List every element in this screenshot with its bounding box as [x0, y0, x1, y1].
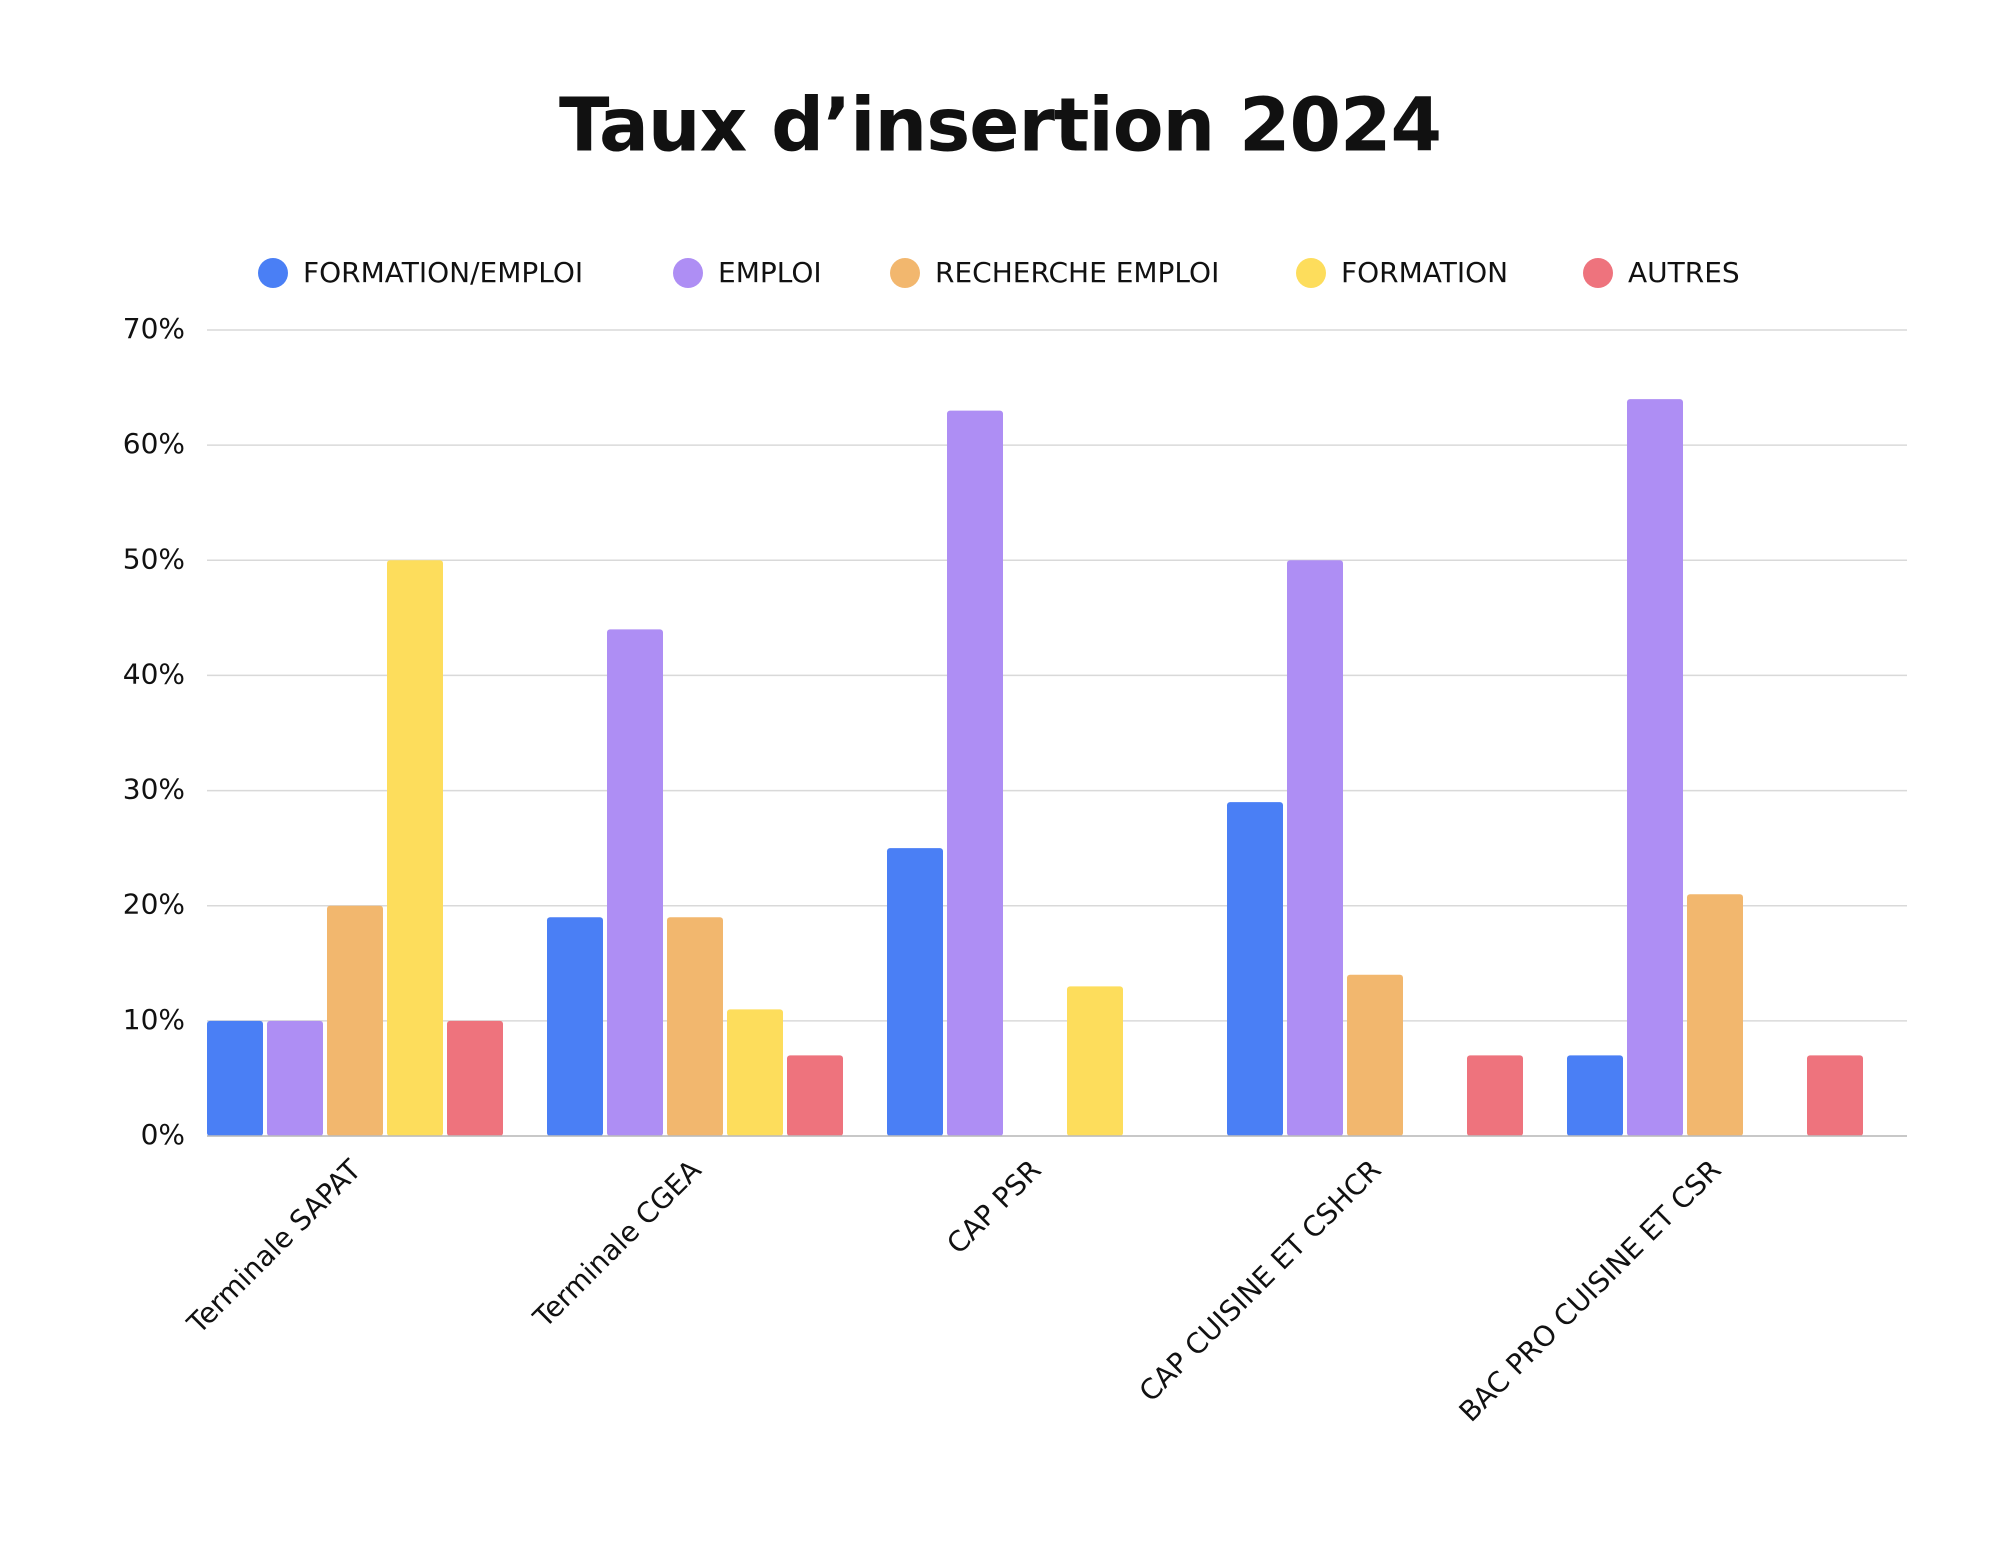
legend-marker — [1296, 258, 1326, 288]
bar — [1227, 802, 1283, 1136]
bar — [887, 848, 943, 1136]
bar — [327, 905, 383, 1136]
legend-label: FORMATION — [1341, 256, 1508, 289]
bar — [1627, 399, 1683, 1137]
bar — [1067, 986, 1123, 1136]
bar — [447, 1020, 503, 1136]
legend-marker — [890, 258, 920, 288]
y-tick-label: 50% — [123, 542, 185, 575]
y-tick-label: 40% — [123, 657, 185, 690]
x-tick-label: Terminale CGEA — [526, 1153, 707, 1334]
bar — [607, 629, 663, 1136]
legend-label: EMPLOI — [718, 256, 822, 289]
bar — [1347, 974, 1403, 1136]
bar — [267, 1020, 323, 1136]
y-tick-label: 70% — [123, 312, 185, 345]
legend-marker — [1583, 258, 1613, 288]
legend-label: AUTRES — [1628, 256, 1740, 289]
x-tick-label: Terminale SAPAT — [180, 1153, 368, 1341]
x-tick-label: BAC PRO CUISINE ET CSR — [1453, 1153, 1728, 1428]
y-tick-label: 0% — [141, 1118, 185, 1151]
bar — [547, 917, 603, 1136]
legend-marker — [258, 258, 288, 288]
bar — [947, 410, 1003, 1137]
y-tick-label: 60% — [123, 427, 185, 460]
bar — [1687, 894, 1743, 1136]
bar — [787, 1055, 843, 1136]
legend-label: FORMATION/EMPLOI — [303, 256, 583, 289]
y-tick-label: 20% — [123, 888, 185, 921]
bar — [1287, 560, 1343, 1136]
bar — [1567, 1055, 1623, 1136]
legend-marker — [673, 258, 703, 288]
bar — [1467, 1055, 1523, 1136]
bar — [727, 1009, 783, 1136]
chart-title: Taux d’insertion 2024 — [559, 83, 1441, 169]
x-tick-label: CAP CUISINE ET CSHCR — [1133, 1153, 1388, 1408]
y-tick-label: 10% — [123, 1003, 185, 1036]
bar — [667, 917, 723, 1136]
bar — [1807, 1055, 1863, 1136]
bar — [207, 1020, 263, 1136]
legend-label: RECHERCHE EMPLOI — [935, 256, 1219, 289]
x-tick-label: CAP PSR — [940, 1153, 1047, 1260]
y-tick-label: 30% — [123, 773, 185, 806]
bar — [387, 560, 443, 1136]
